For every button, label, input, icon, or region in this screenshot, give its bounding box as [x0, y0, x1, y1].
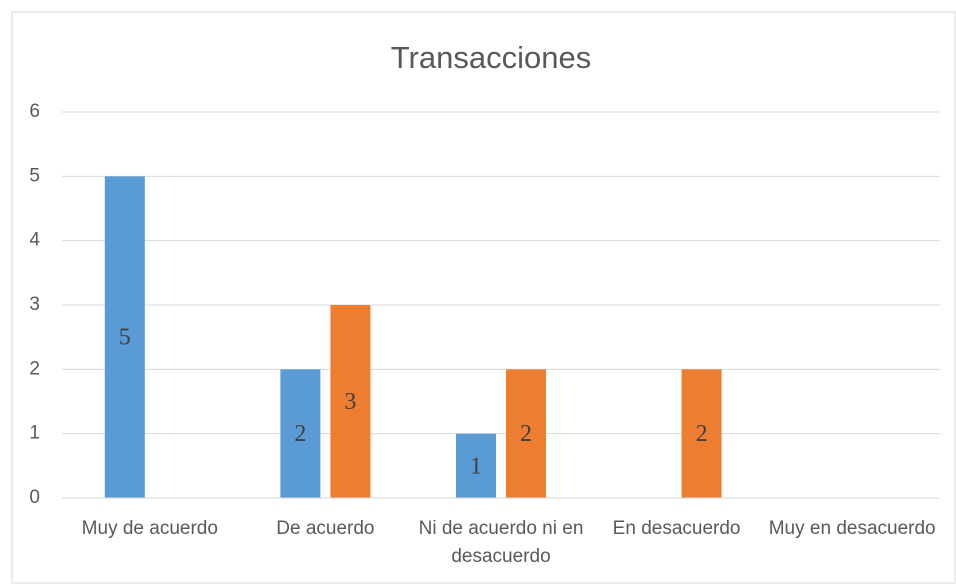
bar — [104, 176, 145, 499]
chart-title: Transacciones — [391, 40, 591, 75]
x-tick-label: Muy en desacuerdo — [768, 518, 936, 539]
bar — [681, 369, 722, 498]
x-tick-label: De acuerdo — [276, 518, 375, 539]
y-tick-label: 0 — [29, 487, 40, 508]
bar — [456, 433, 496, 498]
data-label: 2 — [520, 421, 532, 447]
y-tick-label: 4 — [29, 230, 40, 251]
y-tick-label: 6 — [29, 101, 40, 122]
x-tick-label: Ni de acuerdo ni en desacuerdo — [418, 518, 584, 567]
data-label: 1 — [470, 453, 482, 479]
y-tick-label: 2 — [29, 358, 40, 379]
data-label: 2 — [696, 421, 708, 447]
data-label: 5 — [119, 325, 131, 351]
bar — [506, 369, 546, 498]
x-tick-label: Muy de acuerdo — [81, 518, 218, 539]
bar — [280, 369, 321, 498]
y-tick-label: 5 — [29, 165, 40, 186]
bar — [330, 305, 371, 498]
data-label: 3 — [344, 389, 356, 415]
data-label: 2 — [294, 421, 306, 447]
y-tick-label: 1 — [29, 423, 40, 444]
x-tick-label: En desacuerdo — [612, 518, 741, 539]
y-tick-label: 3 — [29, 294, 40, 315]
